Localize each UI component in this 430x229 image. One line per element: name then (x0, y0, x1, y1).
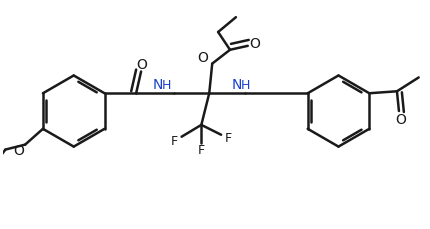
Text: O: O (137, 57, 147, 71)
Text: H: H (162, 79, 172, 91)
Text: O: O (249, 37, 260, 51)
Text: O: O (13, 143, 24, 157)
Text: H: H (241, 79, 251, 91)
Text: F: F (171, 135, 178, 147)
Text: N: N (232, 78, 242, 92)
Text: F: F (224, 132, 232, 144)
Text: F: F (198, 143, 205, 156)
Text: N: N (153, 78, 163, 92)
Text: O: O (396, 112, 406, 126)
Text: O: O (197, 50, 208, 64)
